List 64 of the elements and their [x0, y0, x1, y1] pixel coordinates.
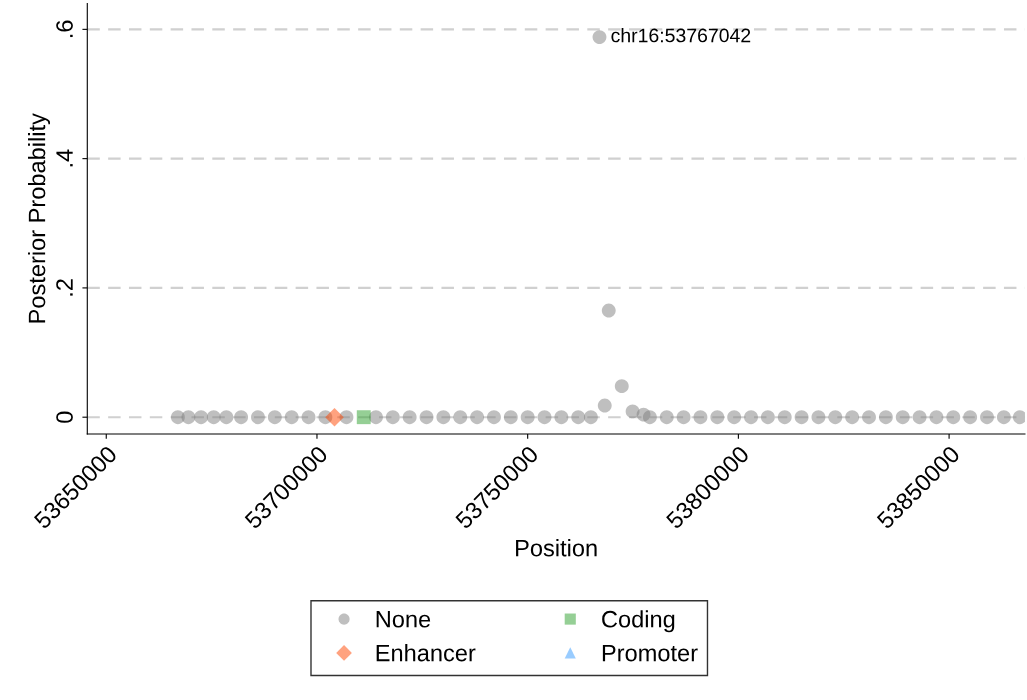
point — [760, 410, 775, 425]
point — [996, 410, 1011, 425]
point — [1012, 410, 1025, 425]
point — [487, 410, 501, 425]
point — [625, 404, 640, 419]
point — [592, 30, 607, 45]
point — [583, 410, 598, 425]
point — [267, 410, 282, 425]
point — [980, 410, 994, 425]
legend-label: Promoter — [602, 644, 698, 662]
point — [794, 410, 809, 425]
point — [693, 410, 708, 425]
point — [946, 410, 961, 425]
point — [811, 410, 826, 425]
point — [356, 410, 371, 425]
point — [777, 410, 792, 425]
point — [642, 410, 657, 425]
point — [402, 410, 417, 425]
point — [470, 410, 485, 425]
point — [845, 410, 860, 425]
point — [537, 410, 552, 425]
point — [727, 410, 742, 425]
point — [181, 410, 196, 425]
point — [206, 410, 221, 425]
point — [251, 410, 265, 425]
legend-label: Enhancer — [376, 644, 476, 662]
point — [601, 303, 616, 318]
y-tick-label: .4 — [56, 149, 73, 167]
point — [878, 410, 893, 425]
point — [710, 410, 725, 425]
y-tick-label: .6 — [56, 20, 73, 38]
point — [828, 410, 843, 425]
point — [614, 379, 629, 394]
point — [676, 410, 691, 425]
point — [453, 410, 468, 425]
point — [301, 410, 316, 425]
point — [571, 410, 586, 425]
y-tick-label: 0 — [56, 411, 73, 423]
point — [929, 410, 944, 425]
point — [369, 410, 383, 425]
point — [895, 410, 910, 425]
y-axis-title: Posterior Probability — [28, 113, 51, 323]
y-tick-label: .2 — [56, 279, 73, 296]
point — [284, 410, 299, 425]
point — [862, 410, 876, 425]
point — [744, 410, 758, 425]
point — [385, 410, 400, 425]
point — [554, 410, 569, 425]
point — [597, 398, 612, 413]
point — [325, 407, 344, 427]
point — [219, 410, 234, 425]
point — [194, 410, 209, 425]
point — [436, 410, 451, 425]
point — [659, 410, 674, 425]
annotation: chr16:53767042 — [611, 28, 751, 43]
point — [234, 410, 249, 425]
point — [520, 410, 535, 425]
point — [912, 410, 927, 425]
point — [419, 410, 434, 425]
legend-label: Coding — [602, 610, 675, 633]
point — [503, 410, 518, 425]
point — [963, 410, 978, 425]
legend-label: None — [376, 611, 431, 628]
x-axis-title: Position — [516, 539, 597, 557]
